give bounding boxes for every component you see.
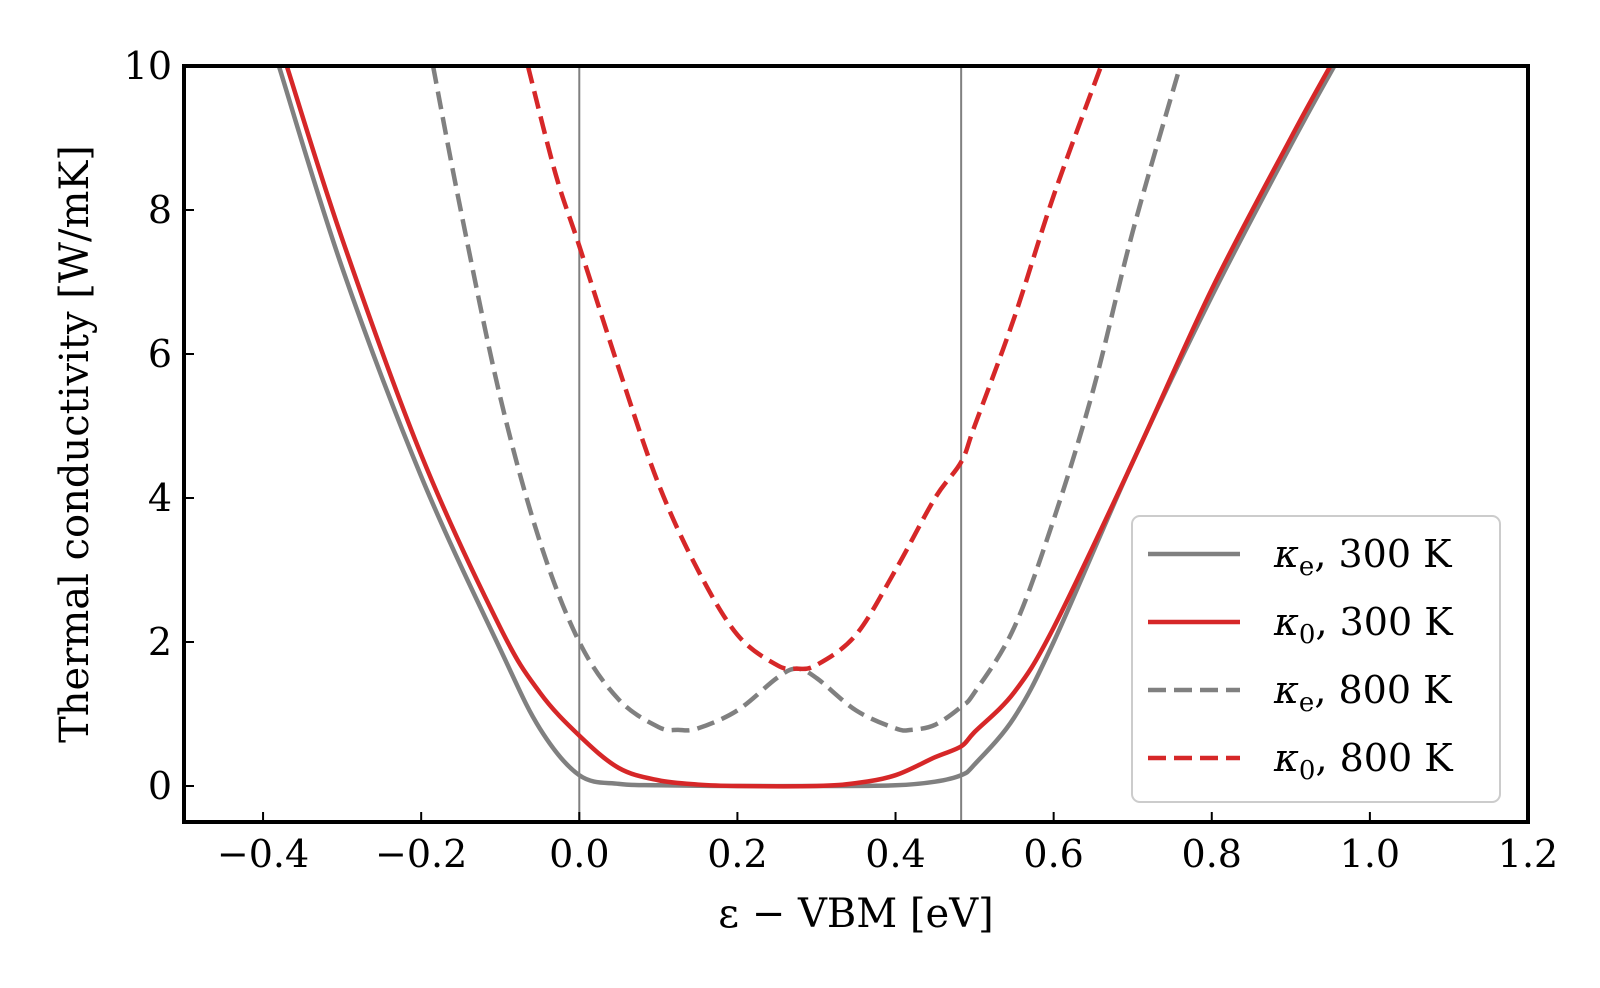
x-tick-label: 0.6 <box>1023 832 1083 876</box>
series-line-2 <box>430 66 1183 733</box>
x-tick-label: 0.8 <box>1182 832 1242 876</box>
legend-frame <box>1131 515 1501 803</box>
series-line-3 <box>525 66 1104 672</box>
x-tick-label: 0.0 <box>549 832 609 876</box>
x-tick-label: 0.2 <box>707 832 767 876</box>
y-axis-title: Thermal conductivity [W/mK] <box>52 145 98 743</box>
y-tick-label: 10 <box>124 44 172 88</box>
x-tick-label: 0.4 <box>865 832 925 876</box>
x-tick-label: −0.4 <box>217 832 309 876</box>
y-tick-label: 6 <box>148 332 172 376</box>
legend: κe, 300 K κ0, 300 K κe, 800 K κ0, 800 K <box>1131 515 1501 803</box>
legend-label-1: κ0, 300 K <box>1273 600 1453 650</box>
x-tick-label: 1.2 <box>1498 832 1558 876</box>
y-tick-label: 8 <box>148 188 172 232</box>
legend-label-0: κe, 300 K <box>1273 532 1452 582</box>
plot-frame <box>182 64 1530 824</box>
legend-label-2: κe, 800 K <box>1273 668 1452 718</box>
series-line-1 <box>284 66 1333 789</box>
legend-label-3: κ0, 800 K <box>1273 736 1453 786</box>
x-axis-title: ε − VBM [eV] <box>718 891 993 937</box>
y-tick-label: 2 <box>148 620 172 664</box>
y-tick-label: 4 <box>148 476 172 520</box>
y-tick-label: 0 <box>148 764 172 808</box>
x-tick-label: 1.0 <box>1340 832 1400 876</box>
x-tick-label: −0.2 <box>375 832 467 876</box>
